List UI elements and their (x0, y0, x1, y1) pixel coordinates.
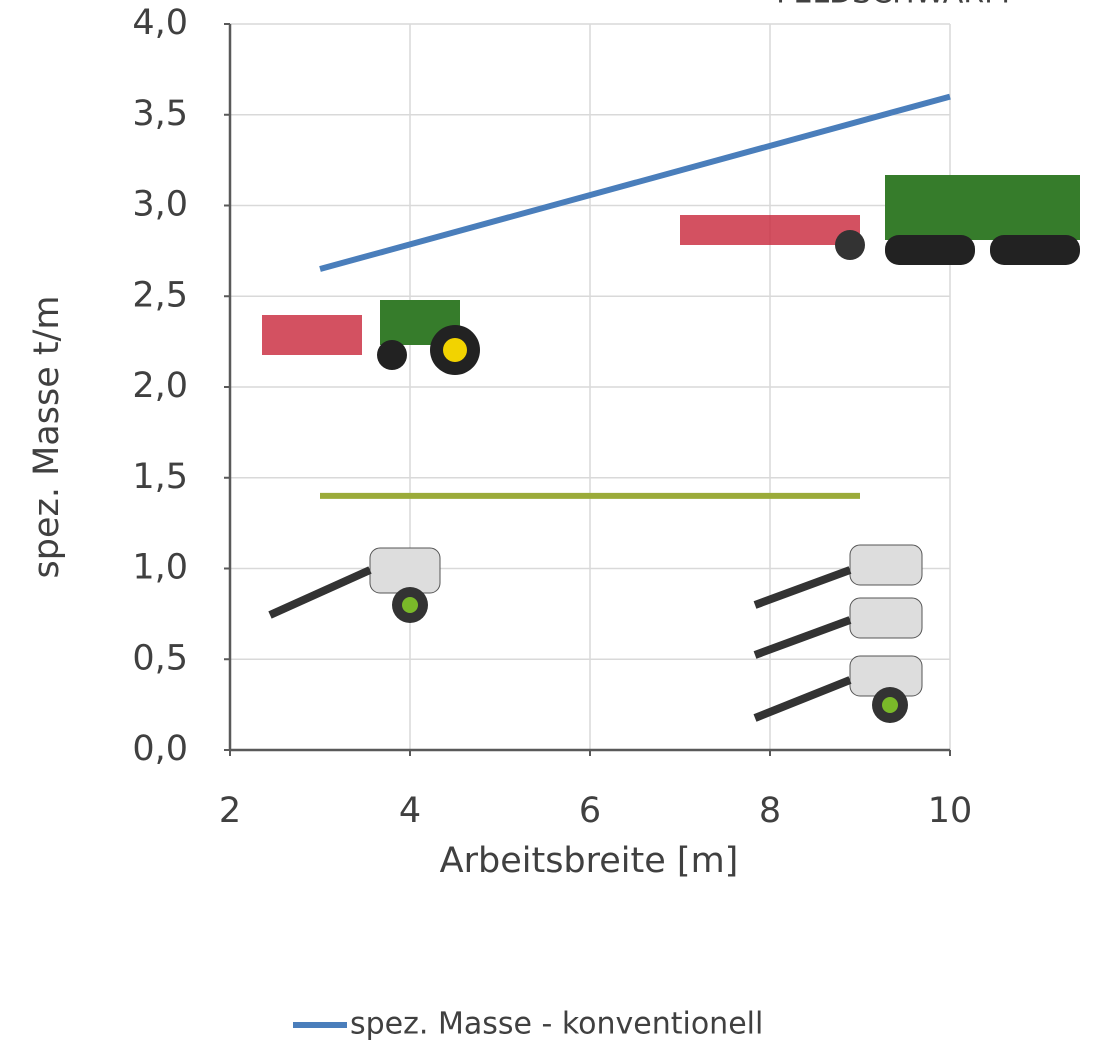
x-tick-label: 6 (579, 791, 601, 831)
x-tick-label: 10 (928, 791, 973, 831)
y-tick-label: 3,5 (132, 94, 188, 134)
y-tick-label: 1,5 (132, 457, 188, 497)
y-tick-label: 0,5 (132, 638, 188, 678)
small-tractor (262, 300, 480, 375)
annotation: FELDSCHWARM (776, 0, 1010, 11)
legend-label: spez. Masse - konventionell (350, 1007, 763, 1042)
y-axis-title: spez. Masse t/m (27, 296, 67, 579)
x-tick-label: 2 (219, 791, 241, 831)
robot-3 (755, 545, 922, 723)
chart: FELDSCHWARM Arbeitsbreite [m] spez. Mass… (0, 0, 1101, 1060)
page: FELDSCHWARM Arbeitsbreite [m] spez. Mass… (0, 0, 1101, 1060)
x-axis-title: Arbeitsbreite [m] (440, 841, 739, 881)
x-tick-label: 8 (759, 791, 781, 831)
y-tick-label: 4,0 (132, 3, 188, 43)
robot-1 (270, 548, 440, 623)
grid (230, 24, 950, 750)
y-tick-label: 2,0 (132, 366, 188, 406)
big-tractor (680, 175, 1080, 265)
y-tick-label: 3,0 (132, 185, 188, 225)
y-tick-label: 2,5 (132, 275, 188, 315)
x-tick-label: 4 (399, 791, 421, 831)
machine-images (262, 175, 1080, 723)
y-tick-label: 1,0 (132, 548, 188, 588)
y-tick-label: 0,0 (132, 729, 188, 769)
